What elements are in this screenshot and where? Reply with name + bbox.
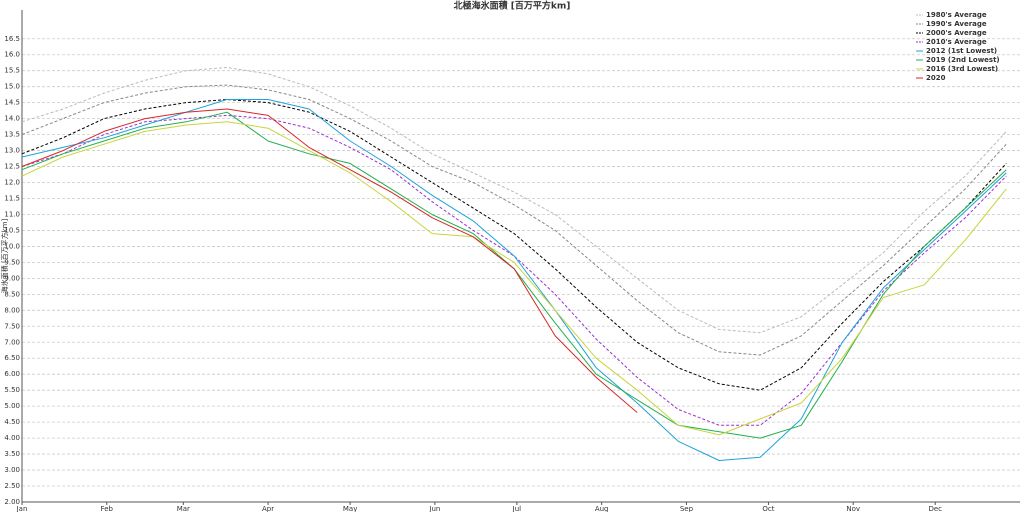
y-tick-label: 3.00: [4, 466, 20, 474]
y-tick-label: 16.0: [4, 51, 20, 59]
chart-title: 北極海氷面積 [百万平方km]: [454, 0, 571, 12]
series-line: [21, 67, 1007, 334]
y-tick-label: 14.5: [4, 99, 20, 107]
y-tick-label: 2.00: [4, 498, 20, 506]
x-tick-label: May: [343, 505, 357, 512]
y-tick-label: 5.50: [4, 386, 20, 394]
y-tick-label: 10.0: [4, 242, 20, 250]
legend-label: 2020: [926, 74, 946, 82]
y-tick-label: 6.50: [4, 354, 20, 362]
x-tick-label: Feb: [101, 505, 114, 512]
y-tick-label: 9.50: [4, 258, 20, 266]
y-tick-label: 4.00: [4, 434, 20, 442]
y-tick-label: 12.5: [4, 163, 20, 171]
series-line: [21, 114, 1007, 426]
x-tick-label: Apr: [262, 505, 274, 512]
x-tick-label: Jan: [16, 505, 28, 512]
x-tick-label: Oct: [762, 505, 774, 512]
x-tick-label: Sep: [680, 505, 694, 512]
y-tick-label: 13.5: [4, 131, 20, 139]
x-tick-label: Jul: [512, 505, 522, 512]
y-tick-label: 2.50: [4, 482, 20, 490]
x-tick-label: Aug: [595, 505, 609, 512]
y-tick-label: 8.00: [4, 306, 20, 314]
legend-label: 2012 (1st Lowest): [926, 47, 997, 55]
x-tick-label: Mar: [177, 505, 190, 512]
x-tick-label: Nov: [846, 505, 860, 512]
series-line: [21, 84, 1007, 356]
y-tick-label: 11.0: [4, 210, 20, 218]
y-tick-label: 15.5: [4, 67, 20, 75]
legend-label: 2016 (3rd Lowest): [926, 65, 998, 73]
legend-label: 2010's Average: [926, 38, 987, 46]
y-tick-label: 12.0: [4, 179, 20, 187]
y-tick-label: 11.5: [4, 194, 20, 202]
legend-label: 1990's Average: [926, 20, 987, 28]
y-tick-label: 16.5: [4, 35, 20, 43]
legend-label: 2000's Average: [926, 29, 987, 37]
y-tick-label: 6.00: [4, 370, 20, 378]
series-line: [21, 99, 1007, 391]
y-tick-label: 7.00: [4, 338, 20, 346]
x-tick-label: Dec: [928, 505, 942, 512]
y-tick-label: 4.50: [4, 418, 20, 426]
y-tick-label: 9.00: [4, 274, 20, 282]
y-tick-label: 13.0: [4, 147, 20, 155]
y-axis-label: 海氷面積 [百万平方km]: [0, 218, 9, 293]
legend-label: 1980's Average: [926, 11, 987, 19]
y-tick-label: 5.00: [4, 402, 20, 410]
legend-label: 2019 (2nd Lowest): [926, 56, 1000, 64]
series-line: [21, 108, 638, 413]
y-tick-label: 14.0: [4, 115, 20, 123]
y-tick-label: 3.50: [4, 450, 20, 458]
series-line: [21, 111, 1007, 439]
y-tick-label: 10.5: [4, 226, 20, 234]
y-tick-label: 8.50: [4, 290, 20, 298]
series-line: [21, 121, 1007, 436]
y-tick-label: 15.0: [4, 83, 20, 91]
x-tick-label: Jun: [428, 505, 440, 512]
y-tick-label: 7.50: [4, 322, 20, 330]
